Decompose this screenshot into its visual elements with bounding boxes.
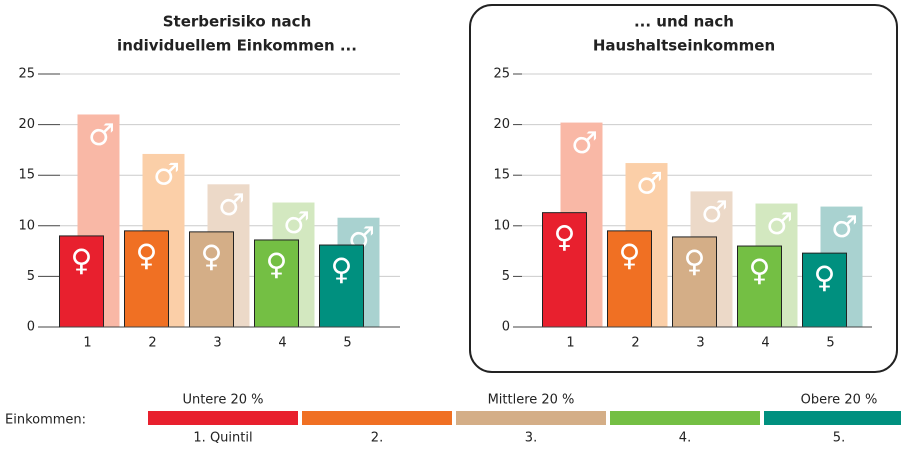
x-tick-label: 3: [213, 336, 221, 351]
female-bar: [59, 235, 104, 328]
legend-swatch: [302, 411, 452, 425]
female-symbol: ♀: [201, 239, 223, 274]
female-symbol: ♀: [749, 254, 771, 289]
legend-quintile: 2.: [371, 431, 383, 446]
female-bar: [737, 245, 782, 328]
y-tick-label: 15: [18, 168, 35, 183]
chart-title: ... und nach: [634, 13, 734, 31]
legend-swatch: [764, 411, 901, 425]
male-symbol: ♂: [571, 126, 598, 161]
x-tick-label: 2: [631, 336, 639, 351]
male-symbol: ♂: [701, 195, 728, 230]
female-bar: [189, 231, 234, 328]
chart-title: Haushaltseinkommen: [593, 37, 775, 55]
male-symbol: ♂: [153, 157, 180, 192]
x-tick-label: 5: [343, 336, 351, 351]
female-symbol: ♀: [554, 220, 576, 255]
y-tick-label: 20: [493, 117, 510, 132]
legend-quintile: 5.: [833, 431, 845, 446]
chart-title: Sterberisiko nach: [163, 13, 312, 31]
y-tick-label: 10: [493, 218, 510, 233]
x-tick-label: 1: [83, 336, 91, 351]
female-bar: [254, 239, 299, 328]
female-symbol: ♀: [136, 238, 158, 273]
x-tick-label: 3: [696, 336, 704, 351]
legend-range: Obere 20 %: [801, 393, 878, 408]
legend-swatch: [148, 411, 298, 425]
x-tick-label: 2: [148, 336, 156, 351]
male-symbol: ♂: [636, 167, 663, 202]
male-symbol: ♂: [88, 118, 115, 153]
legend-quintile: 1. Quintil: [193, 431, 252, 446]
female-symbol: ♀: [619, 238, 641, 273]
female-symbol: ♀: [71, 243, 93, 278]
female-symbol: ♀: [684, 244, 706, 279]
legend-range: Untere 20 %: [182, 393, 263, 408]
female-bar: [672, 236, 717, 328]
y-tick-label: 25: [493, 67, 510, 82]
female-bar: [124, 230, 169, 328]
y-tick-label: 0: [502, 320, 510, 335]
female-bar: [802, 252, 847, 328]
x-tick-label: 4: [278, 336, 286, 351]
male-symbol: ♂: [218, 188, 245, 223]
chart-title: individuellem Einkommen ...: [117, 37, 357, 55]
legend-range: Mittlere 20 %: [488, 393, 575, 408]
y-tick-label: 25: [18, 67, 35, 82]
x-tick-label: 4: [761, 336, 769, 351]
highlight-box: [469, 4, 898, 373]
female-symbol: ♀: [814, 261, 836, 296]
legend-quintile: 4.: [679, 431, 691, 446]
female-symbol: ♀: [331, 253, 353, 288]
male-symbol: ♂: [283, 206, 310, 241]
y-tick-label: 20: [18, 117, 35, 132]
y-tick-label: 5: [502, 269, 510, 284]
y-tick-label: 10: [18, 218, 35, 233]
female-bar: [542, 212, 587, 328]
legend-swatch: [610, 411, 760, 425]
female-symbol: ♀: [266, 247, 288, 282]
female-bar: [607, 230, 652, 328]
female-bar: [319, 244, 364, 328]
x-tick-label: 1: [566, 336, 574, 351]
legend-label: Einkommen:: [5, 413, 86, 428]
y-tick-label: 0: [27, 320, 35, 335]
legend-quintile: 3.: [525, 431, 537, 446]
y-tick-label: 15: [493, 168, 510, 183]
male-symbol: ♂: [831, 210, 858, 245]
y-tick-label: 5: [27, 269, 35, 284]
x-tick-label: 5: [826, 336, 834, 351]
legend-swatch: [456, 411, 606, 425]
male-symbol: ♂: [766, 207, 793, 242]
